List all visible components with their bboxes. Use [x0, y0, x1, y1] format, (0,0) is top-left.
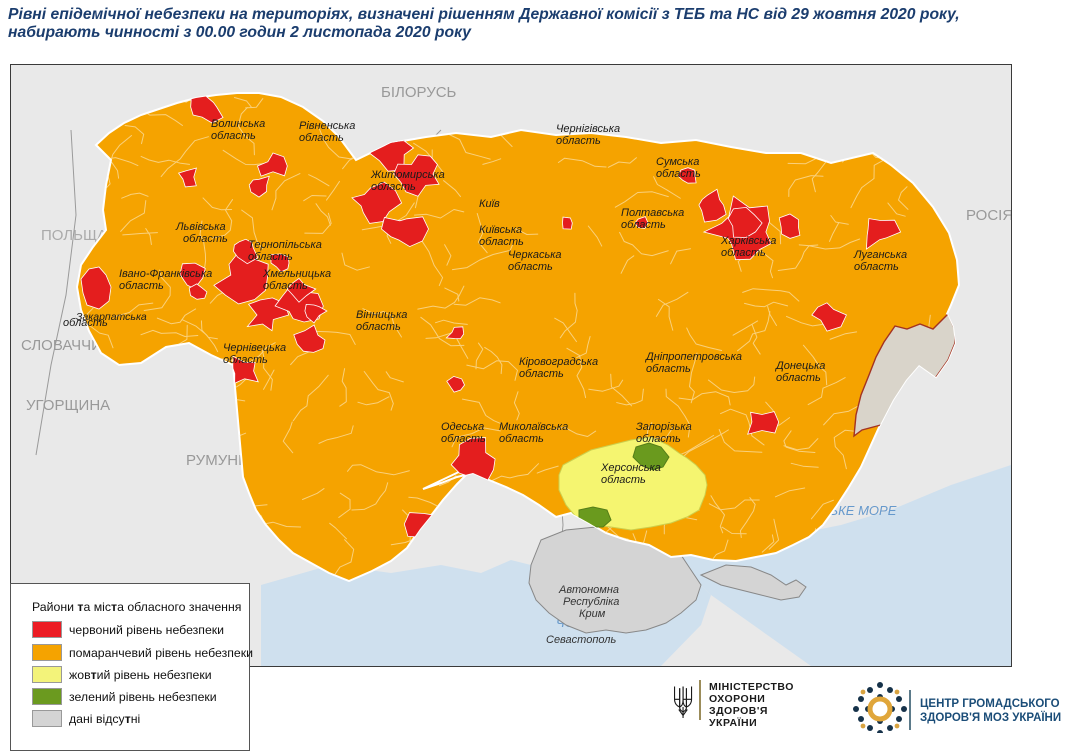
svg-text:РОСІЯ: РОСІЯ: [966, 207, 1011, 224]
svg-text:область: область: [636, 433, 681, 445]
svg-text:УКРАЇНИ: УКРАЇНИ: [709, 716, 757, 729]
svg-text:Запорізька: Запорізька: [636, 421, 692, 433]
svg-text:область: область: [646, 363, 691, 375]
svg-text:Хмельницька: Хмельницька: [262, 268, 331, 280]
svg-text:область: область: [263, 280, 308, 292]
svg-text:Харківська: Харківська: [720, 235, 776, 247]
svg-text:область: область: [499, 433, 544, 445]
svg-text:Луганська: Луганська: [853, 249, 907, 261]
svg-text:Тернопільська: Тернопільська: [248, 239, 322, 251]
svg-text:Миколаївська: Миколаївська: [499, 421, 568, 433]
svg-text:Львівська: Львівська: [175, 221, 226, 233]
svg-text:область: область: [223, 354, 268, 366]
svg-text:Херсонська: Херсонська: [600, 462, 661, 474]
svg-text:Кіровоградська: Кіровоградська: [519, 356, 598, 368]
svg-text:Черкаська: Черкаська: [508, 249, 562, 261]
svg-text:ЗДОРОВ'Я: ЗДОРОВ'Я: [709, 705, 768, 717]
svg-text:область: область: [508, 261, 553, 273]
svg-text:область: область: [601, 474, 646, 486]
svg-text:область: область: [621, 219, 666, 231]
svg-text:Чернігівська: Чернігівська: [556, 123, 620, 135]
svg-text:Автономна: Автономна: [558, 584, 619, 596]
svg-text:Крим: Крим: [579, 608, 606, 620]
svg-text:область: область: [776, 372, 821, 384]
svg-text:область: область: [371, 181, 416, 193]
svg-text:область: область: [356, 321, 401, 333]
svg-text:ЗДОРОВ'Я МОЗ УКРАЇНИ: ЗДОРОВ'Я МОЗ УКРАЇНИ: [920, 711, 1061, 724]
svg-text:Київ: Київ: [479, 198, 500, 210]
svg-text:Одеська: Одеська: [441, 421, 484, 433]
svg-text:Вінницька: Вінницька: [356, 309, 407, 321]
svg-text:область: область: [721, 247, 766, 259]
svg-text:БІЛОРУСЬ: БІЛОРУСЬ: [381, 84, 457, 101]
svg-text:УГОРЩИНА: УГОРЩИНА: [26, 397, 110, 414]
svg-text:Житомирська: Житомирська: [370, 169, 445, 181]
svg-text:Севастополь: Севастополь: [546, 634, 616, 646]
svg-text:Чернівецька: Чернівецька: [223, 342, 286, 354]
svg-text:Волинська: Волинська: [211, 118, 265, 130]
svg-text:область: область: [183, 233, 228, 245]
svg-text:область: область: [63, 317, 108, 329]
svg-text:область: область: [854, 261, 899, 273]
svg-text:область: область: [519, 368, 564, 380]
svg-text:область: область: [441, 433, 486, 445]
svg-text:Полтавська: Полтавська: [621, 207, 684, 219]
svg-text:Сумська: Сумська: [656, 156, 699, 168]
svg-text:ЦЕНТР ГРОМАДСЬКОГО: ЦЕНТР ГРОМАДСЬКОГО: [920, 698, 1060, 710]
svg-text:область: область: [211, 130, 256, 142]
svg-text:область: область: [299, 132, 344, 144]
svg-text:Івано-Франківська: Івано-Франківська: [119, 268, 212, 280]
svg-text:Республіка: Республіка: [563, 596, 619, 608]
svg-text:область: область: [556, 135, 601, 147]
svg-text:Донецька: Донецька: [774, 360, 825, 372]
svg-text:Дніпропетровська: Дніпропетровська: [644, 351, 742, 363]
svg-text:область: область: [119, 280, 164, 292]
svg-text:область: область: [248, 251, 293, 263]
svg-text:Київська: Київська: [479, 224, 522, 236]
svg-text:МІНІСТЕРСТВО: МІНІСТЕРСТВО: [709, 681, 794, 693]
svg-text:ОХОРОНИ: ОХОРОНИ: [709, 693, 765, 705]
svg-text:область: область: [479, 236, 524, 248]
svg-text:Рівненська: Рівненська: [299, 120, 355, 132]
svg-text:область: область: [656, 168, 701, 180]
